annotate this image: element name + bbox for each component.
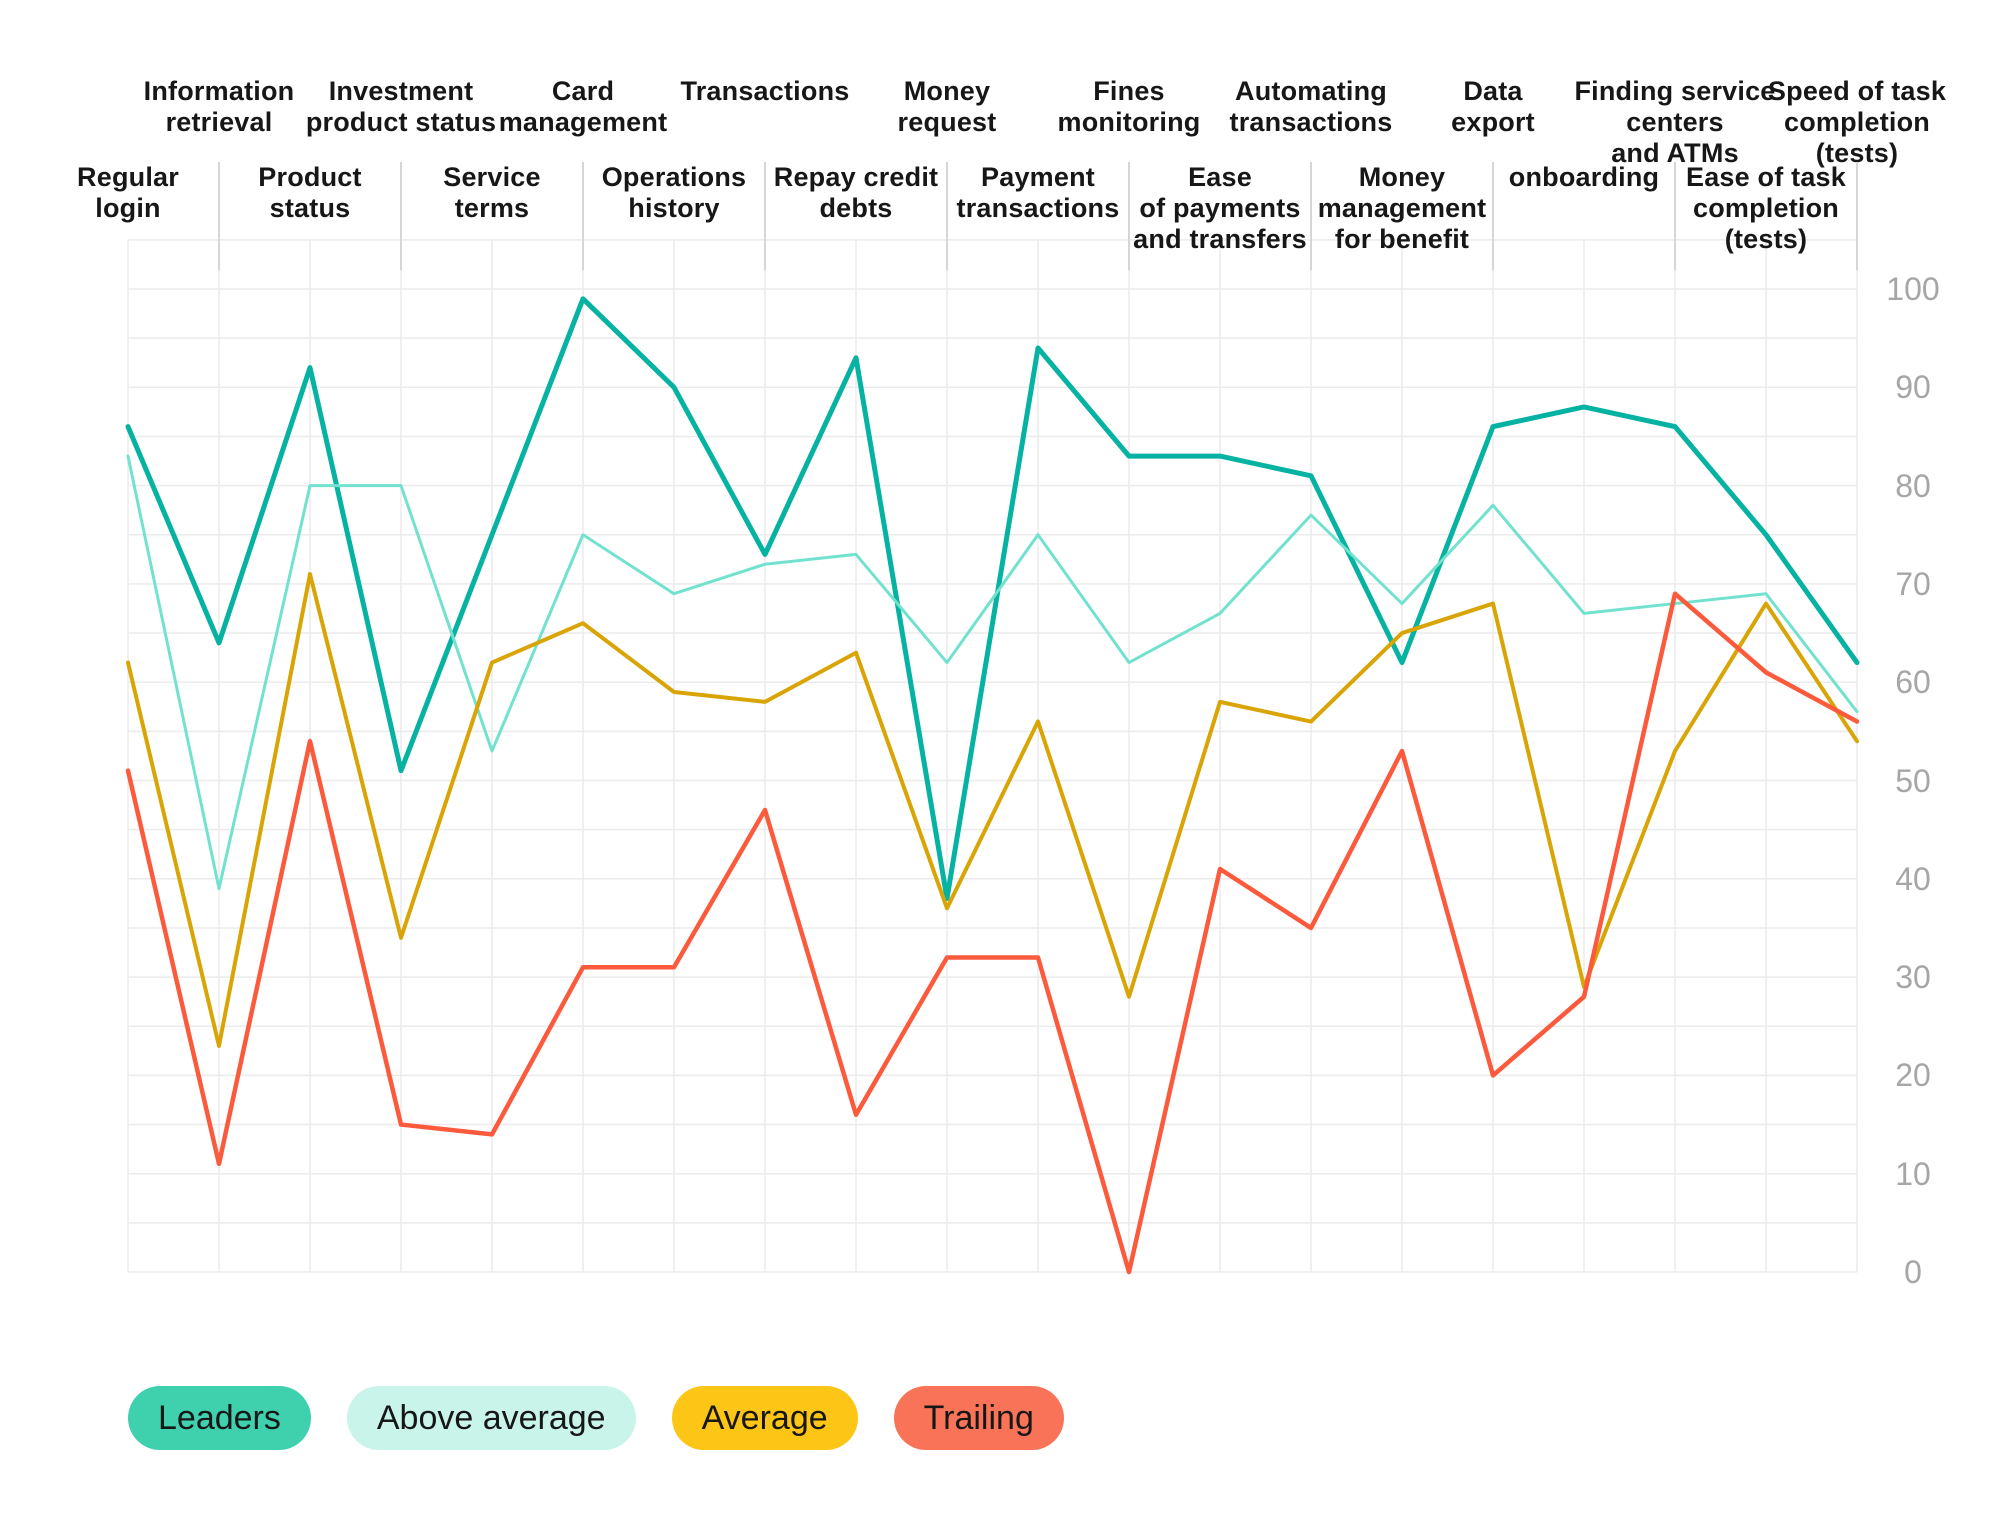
series-line-trailing <box>125 591 1860 1275</box>
series-line-average <box>126 572 1859 1048</box>
category-label: Payment transactions <box>956 162 1120 223</box>
series-line-leaders <box>125 296 1860 901</box>
label-separator <box>1128 162 1130 270</box>
category-label: Ease of payments and transfers <box>1133 162 1307 254</box>
category-label: Money management for benefit <box>1317 162 1487 254</box>
label-separator <box>1492 162 1494 270</box>
legend-pill-leaders[interactable]: Leaders <box>128 1386 311 1450</box>
label-separator <box>946 162 948 270</box>
y-tick-label: 0 <box>1904 1254 1922 1290</box>
category-label: Repay credit debts <box>773 162 939 223</box>
y-tick-label: 40 <box>1895 860 1931 897</box>
y-tick-label: 30 <box>1895 959 1931 996</box>
category-label: Ease of task completion (tests) <box>1686 162 1846 254</box>
y-tick-label: 20 <box>1895 1057 1931 1094</box>
category-label: Fines monitoring <box>1057 76 1201 137</box>
y-tick-label: 90 <box>1895 369 1931 406</box>
label-separator <box>582 162 584 270</box>
y-tick-label: 100 <box>1886 271 1940 307</box>
y-tick-label: 70 <box>1895 565 1931 602</box>
category-label: Investment product status <box>305 76 497 137</box>
y-tick-label: 50 <box>1895 762 1931 799</box>
series-line-above-average <box>126 454 1859 891</box>
legend-pill-average[interactable]: Average <box>671 1386 858 1450</box>
category-label: Operations history <box>601 162 747 223</box>
category-label: Finding service centers and ATMs <box>1574 76 1776 168</box>
label-separator <box>1310 162 1312 270</box>
category-label: Information retrieval <box>143 76 295 137</box>
category-label: Automating transactions <box>1229 76 1393 137</box>
category-label: Data export <box>1451 76 1535 137</box>
category-label: onboarding <box>1508 162 1660 192</box>
legend: Leaders Above average Average Trailing <box>128 1386 1064 1450</box>
y-tick-label: 80 <box>1895 467 1931 504</box>
label-separator <box>218 162 220 270</box>
y-tick-label: 60 <box>1895 664 1931 701</box>
legend-pill-trailing[interactable]: Trailing <box>893 1386 1064 1450</box>
category-label: Money request <box>897 76 997 137</box>
label-separator <box>1674 162 1676 270</box>
category-label: Speed of task completion (tests) <box>1767 76 1947 168</box>
label-separator <box>764 162 766 270</box>
label-separator <box>1856 162 1858 270</box>
category-label: Card management <box>498 76 668 137</box>
legend-pill-above-average[interactable]: Above average <box>346 1386 636 1450</box>
y-tick-label: 10 <box>1895 1155 1931 1192</box>
category-label: Transactions <box>680 76 850 106</box>
category-label: Service terms <box>443 162 541 223</box>
category-label: Regular login <box>77 162 179 223</box>
label-separator <box>400 162 402 270</box>
category-label: Product status <box>258 162 362 223</box>
